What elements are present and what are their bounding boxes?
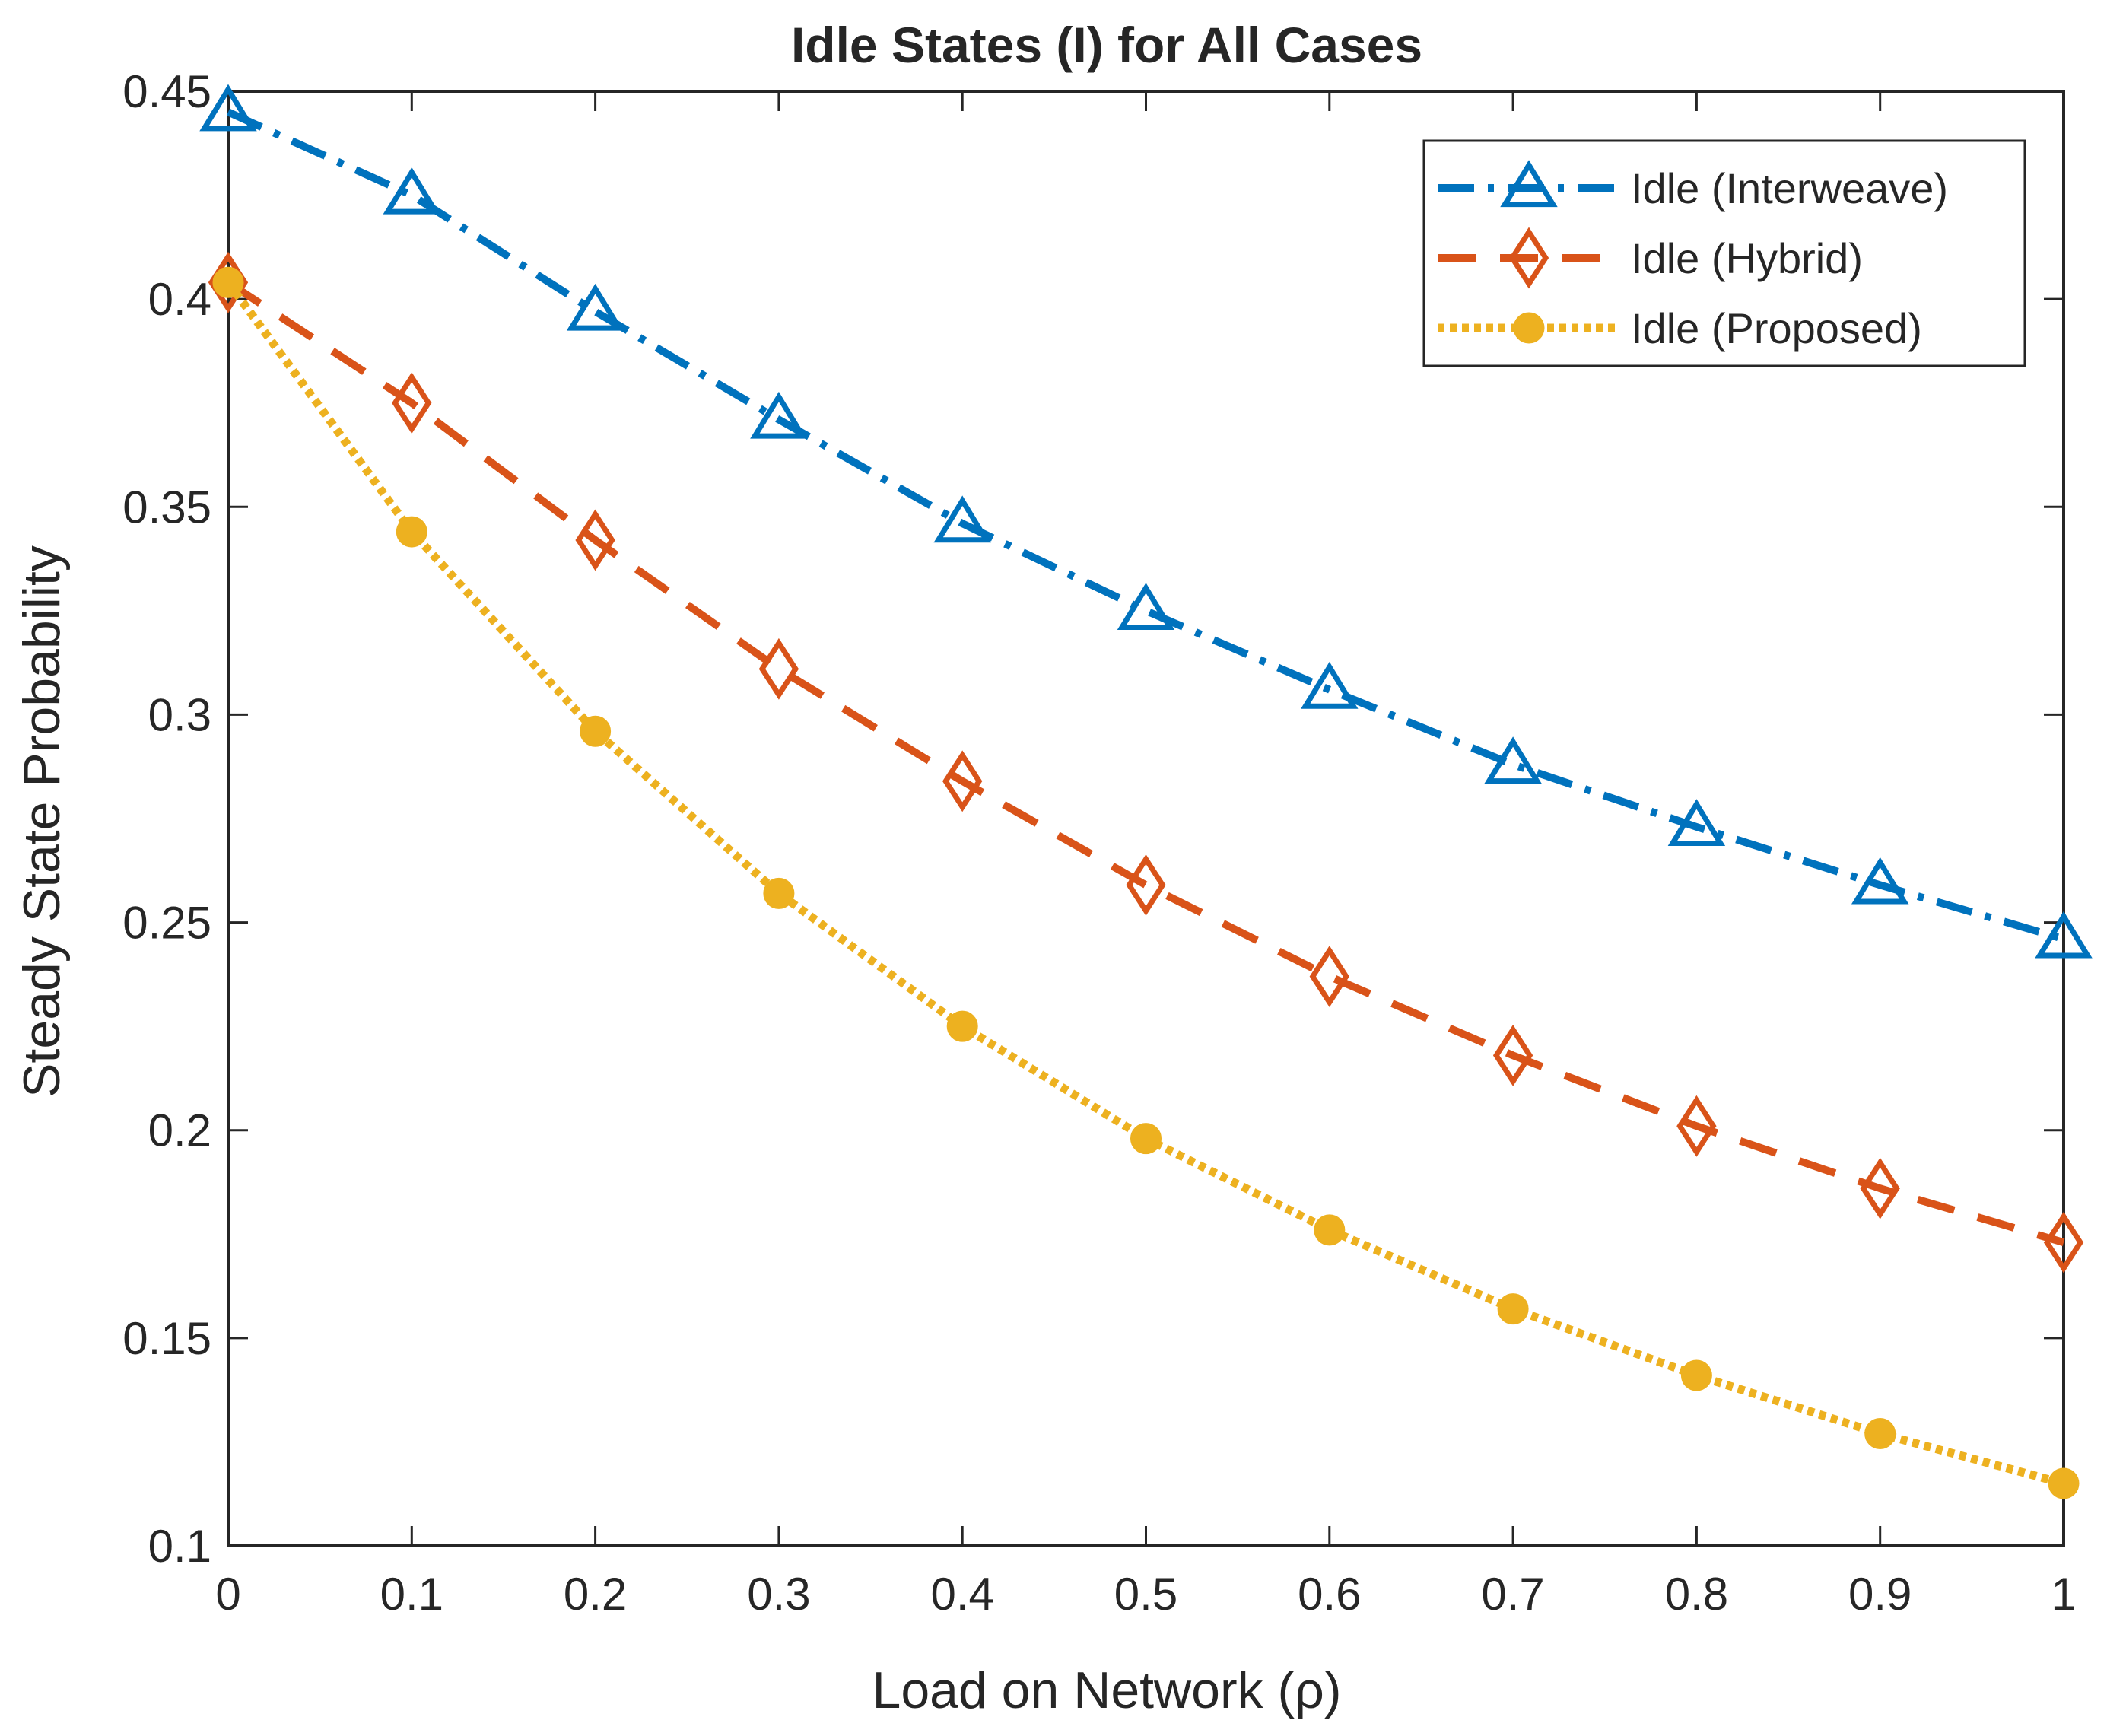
y-tick-label: 0.35 [122,482,211,533]
series-line-2 [226,279,2065,1247]
legend-marker-2 [1508,227,1549,289]
series-1-point [1117,583,1175,630]
x-tick-label: 0.7 [1481,1569,1544,1620]
y-axis-title: Steady State Probability [13,545,71,1098]
series-2-point [1860,1157,1900,1219]
x-tick-label: 0.1 [380,1569,443,1620]
y-tick-label: 0.45 [122,66,211,117]
series-2-point [575,509,615,571]
y-tick-label: 0.3 [148,689,211,740]
series-3-point [1497,1293,1529,1325]
series-1-point [199,84,257,132]
x-tick-label: 0.9 [1848,1569,1912,1620]
y-tick-label: 0.15 [122,1313,211,1364]
series-2-point [1676,1095,1717,1157]
x-tick-label: 0.5 [1114,1569,1177,1620]
series-line-1 [226,108,2065,943]
x-tick-label: 1 [2051,1569,2076,1620]
series-3-point [396,516,427,548]
series-2-point [1309,946,1349,1008]
series-1-point [1851,857,1909,905]
x-tick-label: 0.4 [930,1569,993,1620]
series-3-point [1130,1123,1162,1155]
x-axis-title: Load on Network (ρ) [872,1661,1342,1719]
series-2-point [392,372,432,434]
x-tick-label: 0.2 [564,1569,627,1620]
series-1-point [750,391,808,439]
y-tick-label: 0.4 [148,274,211,325]
series-3-point [212,266,244,298]
series-1-point [1484,736,1542,784]
series-1-point [566,283,624,331]
x-tick-label: 0.6 [1298,1569,1361,1620]
plot-area: 0 0.1 0.2 0.3 0.4 0.5 0.6 0.7 0.8 0.9 10.10.150.20… [122,66,2093,1620]
series-3-point [946,1010,978,1042]
series-3-point [580,715,612,747]
y-tick-label: 0.1 [148,1521,211,1572]
series-1-point [1667,799,1726,847]
legend-label-1: Idle (Interweave) [1631,164,1948,212]
series-1-point [383,167,441,215]
series-2-point [1126,854,1166,916]
series-3-point [1314,1214,1346,1246]
series-1-point [1301,661,1359,709]
series-3-point [2048,1467,2080,1499]
y-tick-label: 0.2 [148,1105,211,1156]
x-tick-label: 0.8 [1665,1569,1728,1620]
legend-label-3: Idle (Proposed) [1631,304,1922,352]
x-tick-label: 0 [215,1569,240,1620]
legend-marker-1 [1500,160,1558,208]
series-3-point [1864,1418,1896,1450]
series-3-point [763,877,795,909]
y-tick-label: 0.25 [122,898,211,949]
series-3-point [1680,1359,1712,1391]
series-1-point [2035,911,2093,959]
series-2-point [942,750,983,812]
legend: Idle (Interweave) Idle (Hybrid) Idle (Prop… [1422,139,2026,367]
x-tick-label: 0.3 [747,1569,810,1620]
legend-label-2: Idle (Hybrid) [1631,234,1863,282]
series-2-point [758,637,799,700]
series-2-point [2043,1211,2084,1273]
series-1-point [933,495,991,543]
chart-title: Idle States (I) for All Cases [791,17,1422,73]
legend-marker-3 [1513,312,1545,344]
series-2-point [1492,1024,1533,1086]
